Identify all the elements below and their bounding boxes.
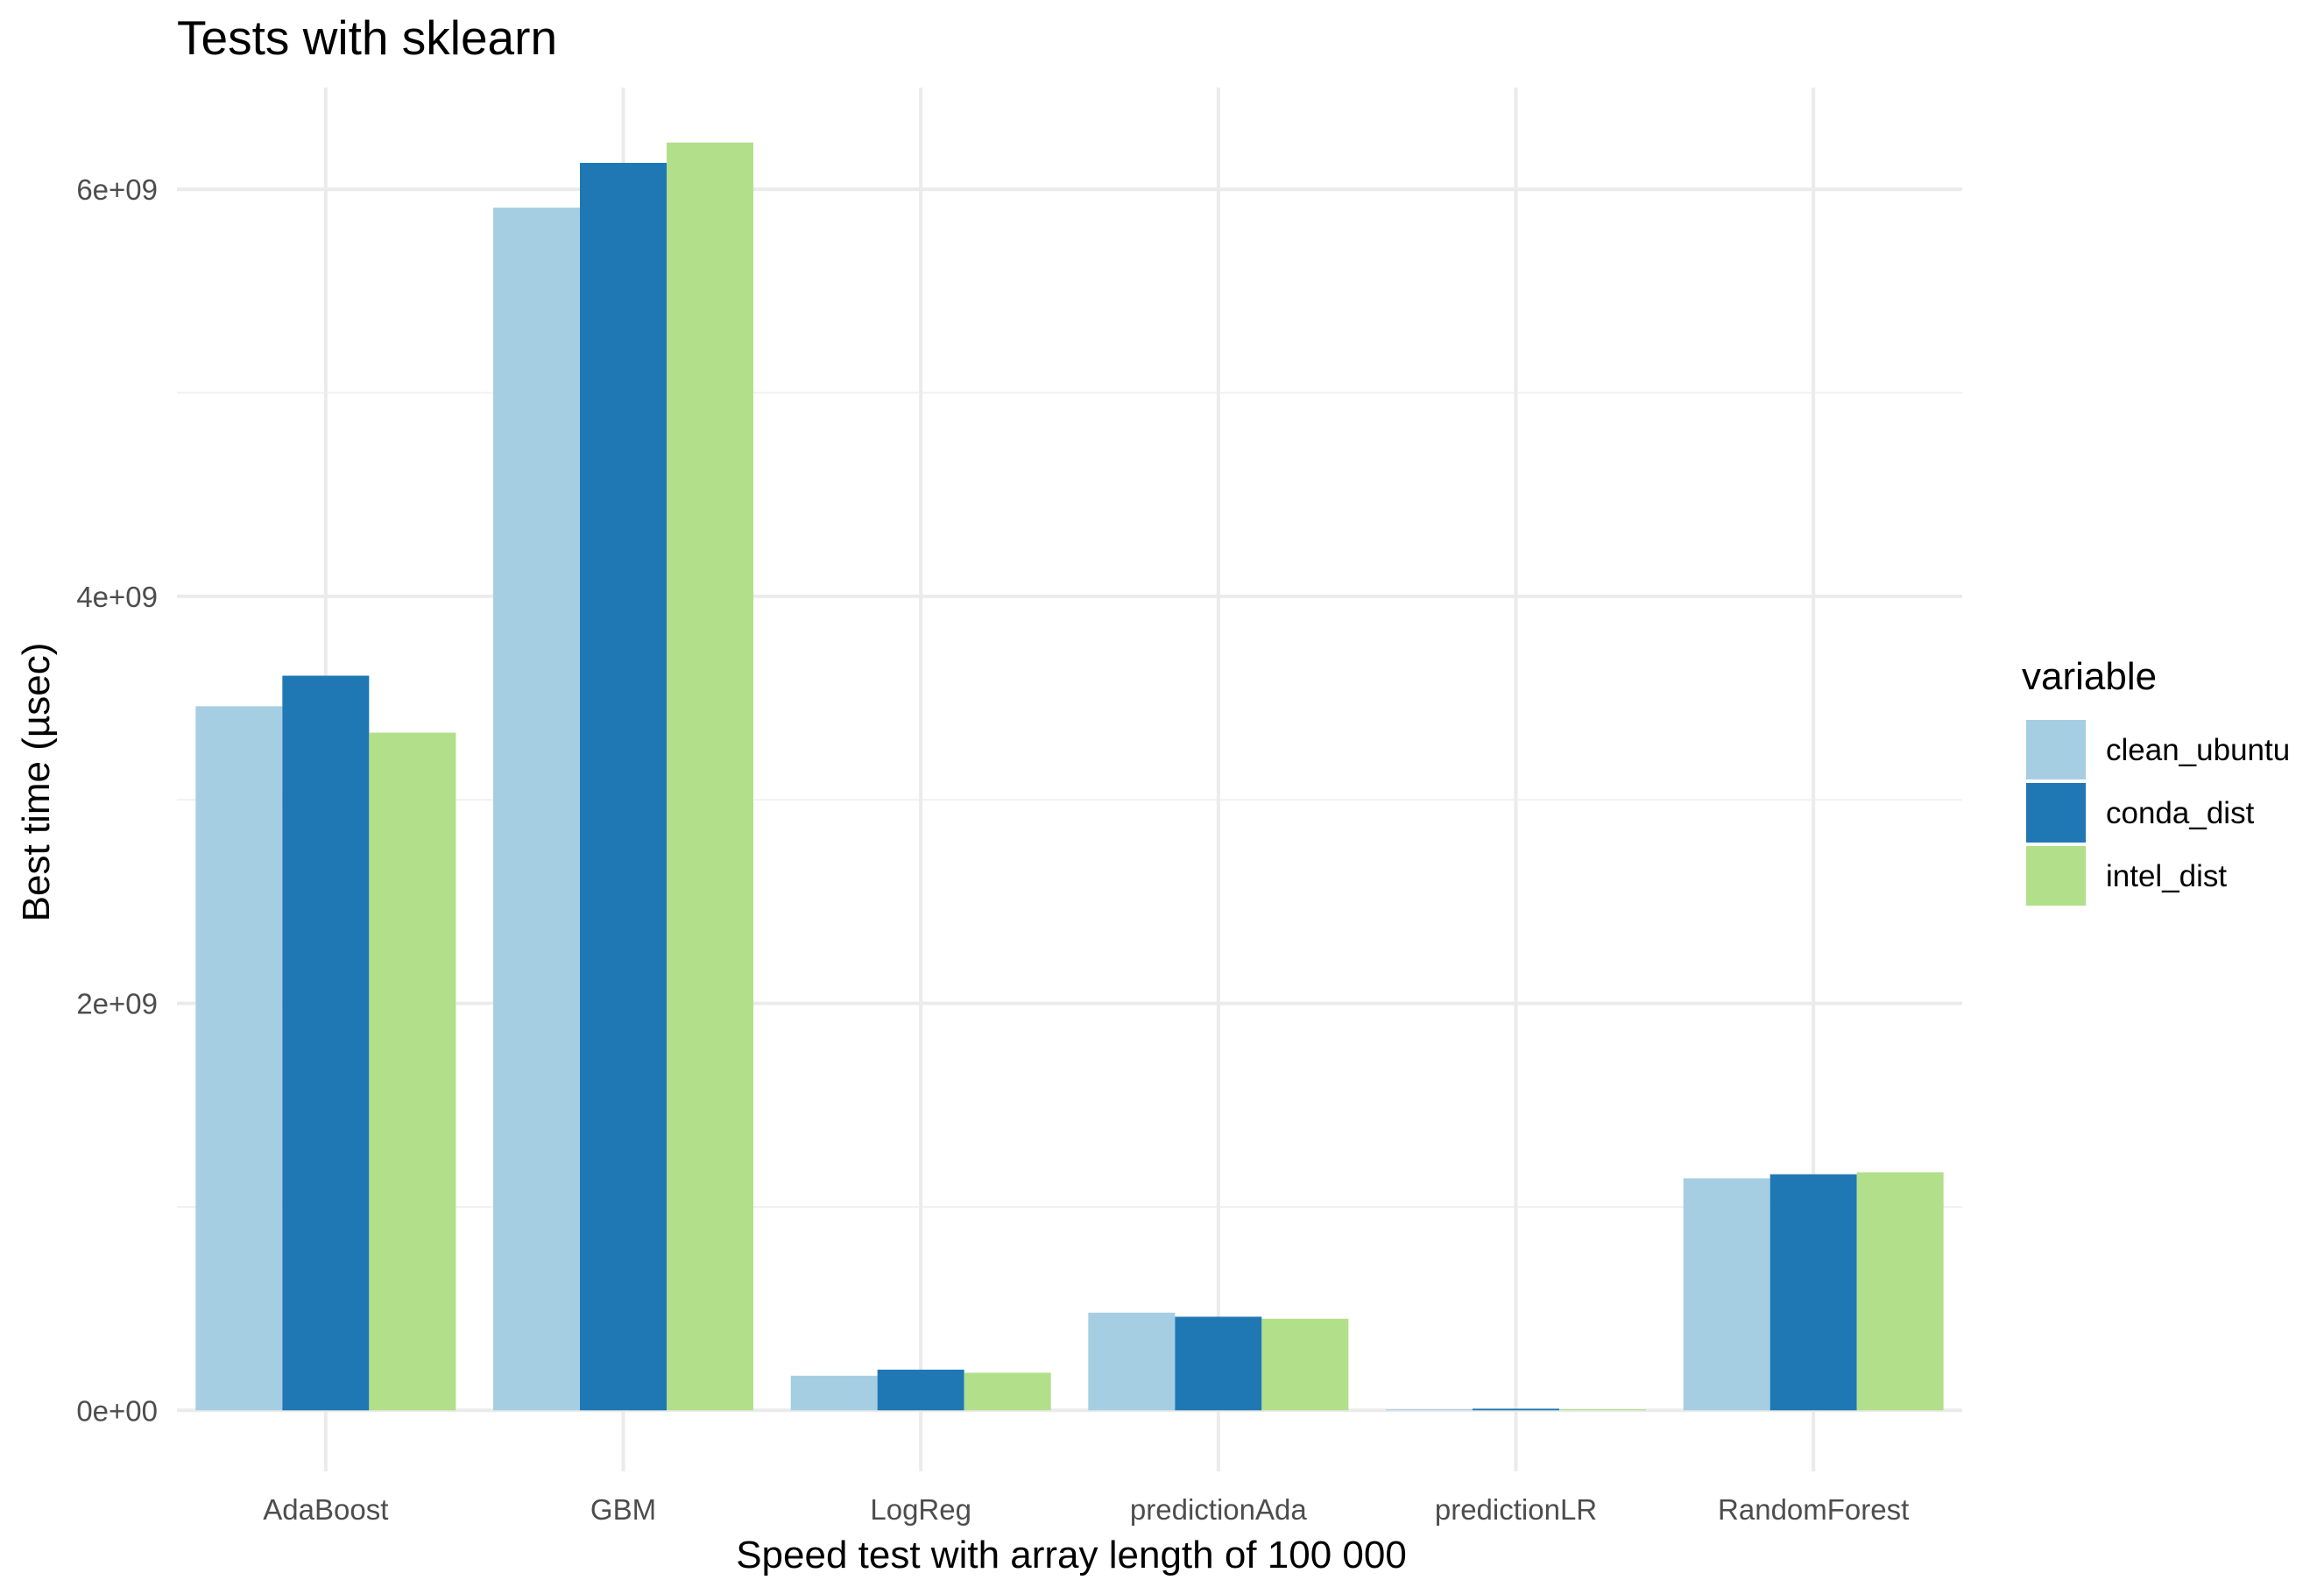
bar-conda_dist-GBM [580,162,667,1411]
bar-intel_dist-AdaBoost [369,732,456,1411]
x-tick-label: LogReg [870,1493,971,1526]
bar-clean_ubuntu-GBM [493,208,580,1411]
legend-swatch-intel_dist [2026,846,2086,906]
bar-clean_ubuntu-AdaBoost [195,706,283,1411]
legend-label-intel_dist: intel_dist [2106,859,2227,893]
bar-conda_dist-LogReg [877,1369,964,1411]
legend-items: clean_ubuntu conda_dist intel_dist [2026,720,2290,906]
y-tick-label: 4e+09 [76,581,158,613]
bar-clean_ubuntu-RandomForest [1683,1178,1770,1411]
bar-intel_dist-predictionAda [1261,1318,1349,1411]
bar-intel_dist-predictionLR [1559,1409,1646,1411]
legend-swatch-conda_dist [2026,783,2086,843]
bar-conda_dist-RandomForest [1769,1174,1857,1411]
legend-label-conda_dist: conda_dist [2106,796,2255,830]
y-tick-label: 2e+09 [76,988,158,1020]
y-axis-title: Best time (µsec) [15,643,58,922]
x-axis-title: Speed test with array length of 100 000 [736,1534,1407,1576]
bar-clean_ubuntu-LogReg [790,1375,878,1411]
y-tick-label: 0e+00 [76,1394,158,1427]
bar-clean_ubuntu-predictionLR [1386,1409,1473,1411]
bar-intel_dist-GBM [667,142,753,1411]
x-axis-ticks: AdaBoost GBM LogReg predictionAda prediction… [263,1493,1909,1526]
bar-conda_dist-predictionLR [1473,1408,1559,1411]
chart-title: Tests with sklearn [177,11,557,65]
y-tick-label: 6e+09 [76,173,158,206]
x-tick-label: GBM [590,1493,656,1526]
legend-swatch-clean_ubuntu [2026,720,2086,779]
bar-conda_dist-AdaBoost [282,675,370,1411]
x-tick-label: predictionAda [1130,1493,1307,1526]
bars [195,142,1944,1411]
bar-intel_dist-LogReg [964,1372,1051,1411]
legend-label-clean_ubuntu: clean_ubuntu [2106,733,2290,767]
legend: variable clean_ubuntu conda_dist intel_dis… [2022,655,2290,906]
x-tick-label: AdaBoost [263,1493,388,1526]
x-tick-label: predictionLR [1435,1493,1597,1526]
y-axis-ticks: 0e+00 2e+09 4e+09 6e+09 [76,173,158,1427]
bar-clean_ubuntu-predictionAda [1088,1312,1176,1411]
bar-conda_dist-predictionAda [1175,1316,1262,1411]
x-tick-label: RandomForest [1718,1493,1909,1526]
bar-intel_dist-RandomForest [1856,1172,1944,1411]
legend-title: variable [2022,655,2157,698]
